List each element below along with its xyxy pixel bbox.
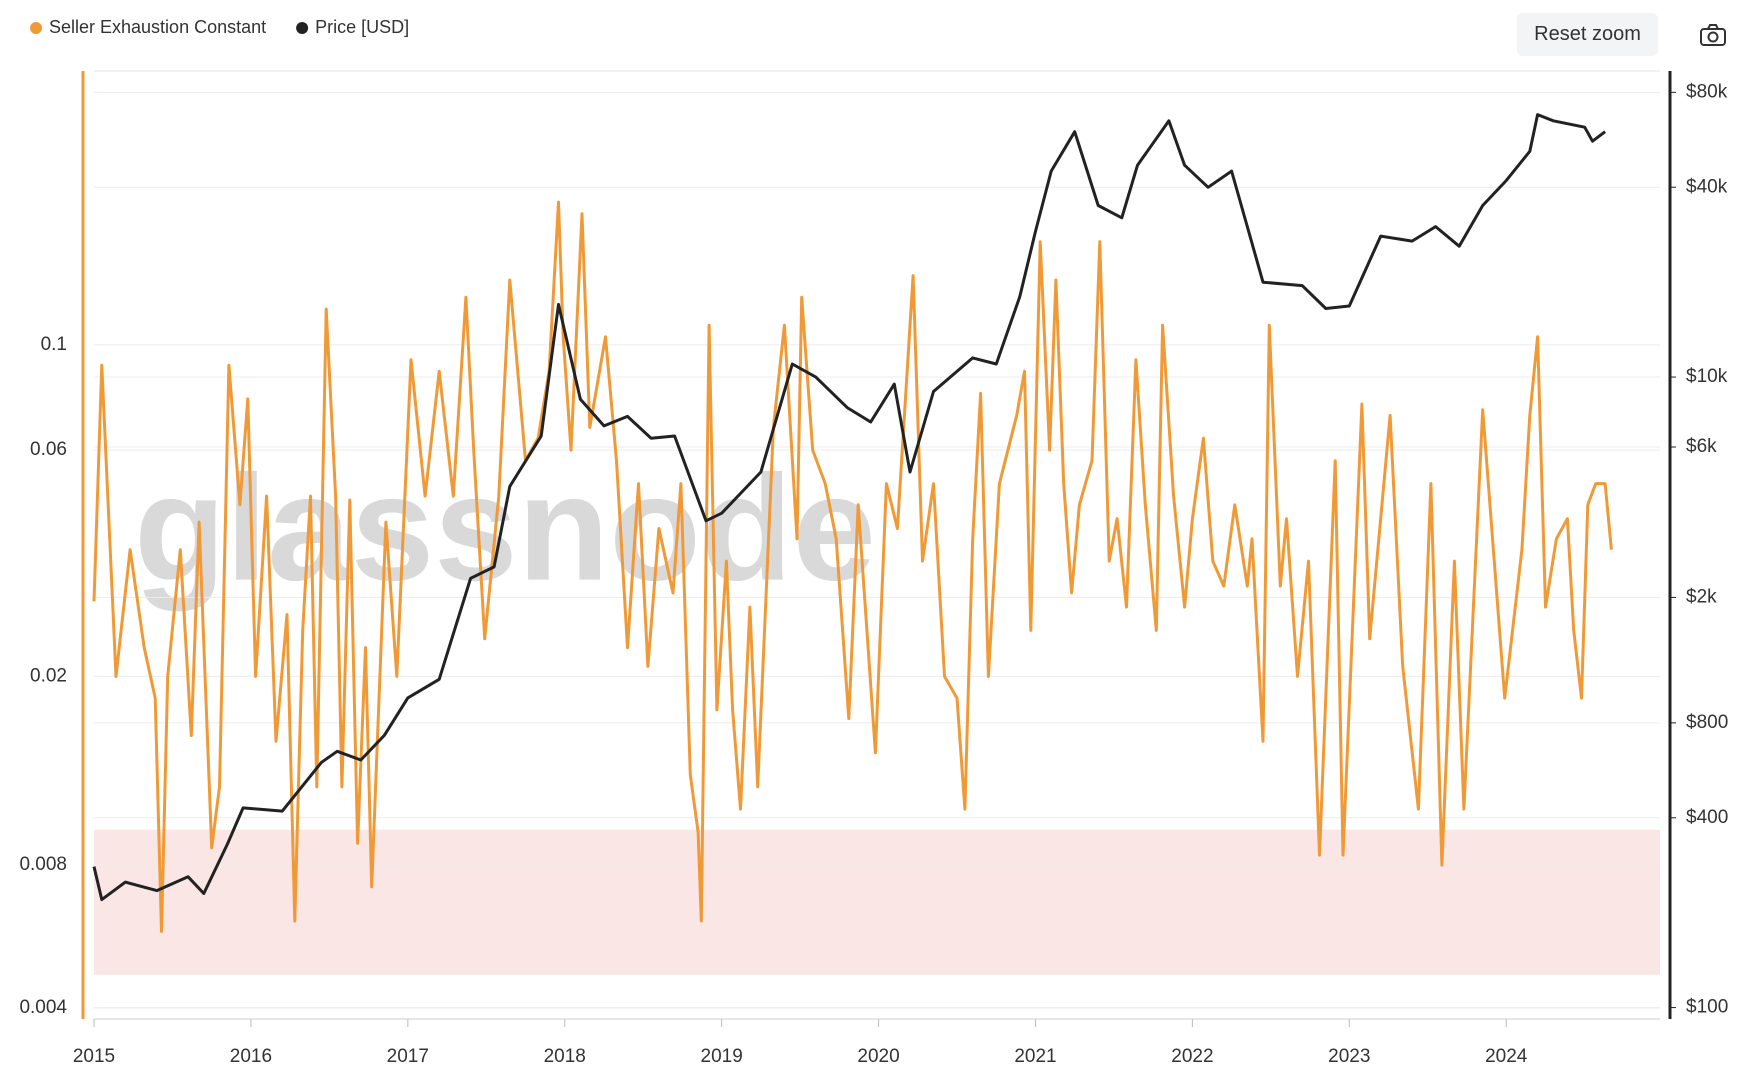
y2-tick-label: $2k	[1686, 586, 1717, 607]
x-tick-label: 2017	[387, 1046, 429, 1067]
x-tick-label: 2019	[701, 1046, 743, 1067]
y-tick-label: 0.004	[19, 997, 67, 1018]
x-tick-label: 2023	[1328, 1046, 1370, 1067]
y-tick-label: 0.02	[30, 665, 67, 686]
y2-tick-label: $100	[1686, 997, 1728, 1018]
y-tick-label: 0.1	[41, 334, 67, 355]
y2-tick-label: $10k	[1686, 366, 1728, 387]
y2-tick-label: $6k	[1686, 436, 1717, 457]
highlight-band	[94, 829, 1660, 975]
legend-label: Price [USD]	[315, 17, 409, 37]
y-tick-label: 0.06	[30, 439, 67, 460]
legend-marker	[296, 22, 309, 34]
x-tick-label: 2022	[1171, 1046, 1213, 1067]
series-line	[92, 200, 1613, 933]
camera-icon[interactable]	[1698, 23, 1728, 47]
reset-zoom-button[interactable]: Reset zoom	[1517, 13, 1658, 56]
y2-tick-label: $800	[1686, 712, 1728, 733]
x-tick-label: 2020	[857, 1046, 899, 1067]
x-tick-label: 2015	[73, 1046, 115, 1067]
x-tick-label: 2024	[1485, 1046, 1528, 1067]
x-tick-label: 2021	[1014, 1046, 1056, 1067]
legend-marker	[30, 22, 42, 34]
x-tick-label: 2016	[230, 1046, 272, 1067]
series-line	[92, 113, 1607, 902]
y2-tick-label: $40k	[1686, 176, 1728, 197]
y2-tick-label: $80k	[1686, 81, 1728, 102]
x-tick-label: 2018	[544, 1046, 586, 1067]
watermark: glassnode	[134, 444, 876, 612]
legend-label: Seller Exhaustion Constant	[49, 17, 266, 37]
y2-tick-label: $400	[1686, 807, 1728, 828]
y-tick-label: 0.008	[19, 854, 67, 875]
